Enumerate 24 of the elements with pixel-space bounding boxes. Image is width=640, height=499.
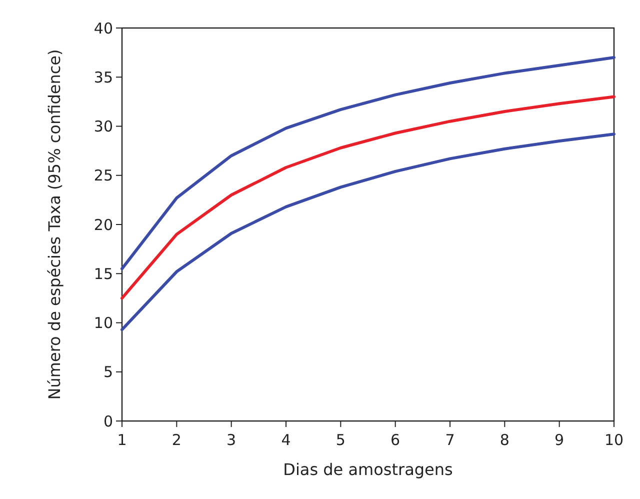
x-tick-label: 7	[445, 431, 455, 449]
y-tick-label: 25	[94, 166, 113, 185]
y-tick-label: 15	[94, 264, 113, 283]
y-tick-label: 20	[94, 216, 113, 234]
x-tick-label: 10	[604, 431, 624, 449]
y-tick-label: 10	[94, 314, 113, 332]
line-series	[120, 56, 616, 270]
x-tick-label: 4	[281, 431, 291, 449]
y-tick-label: 0	[103, 412, 113, 430]
y-tick-label: 5	[103, 363, 113, 382]
y-tick-label: 30	[94, 118, 113, 136]
x-tick-label: 5	[336, 431, 346, 449]
y-axis-title: Número de espécies Taxa (95% confidence)	[45, 49, 64, 400]
y-tick-label: 40	[94, 19, 113, 38]
x-tick-label: 8	[500, 431, 510, 449]
x-axis-title: Dias de amostragens	[283, 460, 453, 479]
line-series	[120, 132, 616, 332]
x-tick-label: 3	[226, 431, 236, 449]
x-tick-label: 1	[117, 431, 127, 449]
x-tick-label: 6	[390, 431, 400, 449]
x-tick-label: 2	[172, 431, 182, 449]
y-tick-label: 35	[94, 68, 113, 86]
line-series	[120, 95, 616, 300]
x-tick-label: 9	[554, 431, 564, 449]
